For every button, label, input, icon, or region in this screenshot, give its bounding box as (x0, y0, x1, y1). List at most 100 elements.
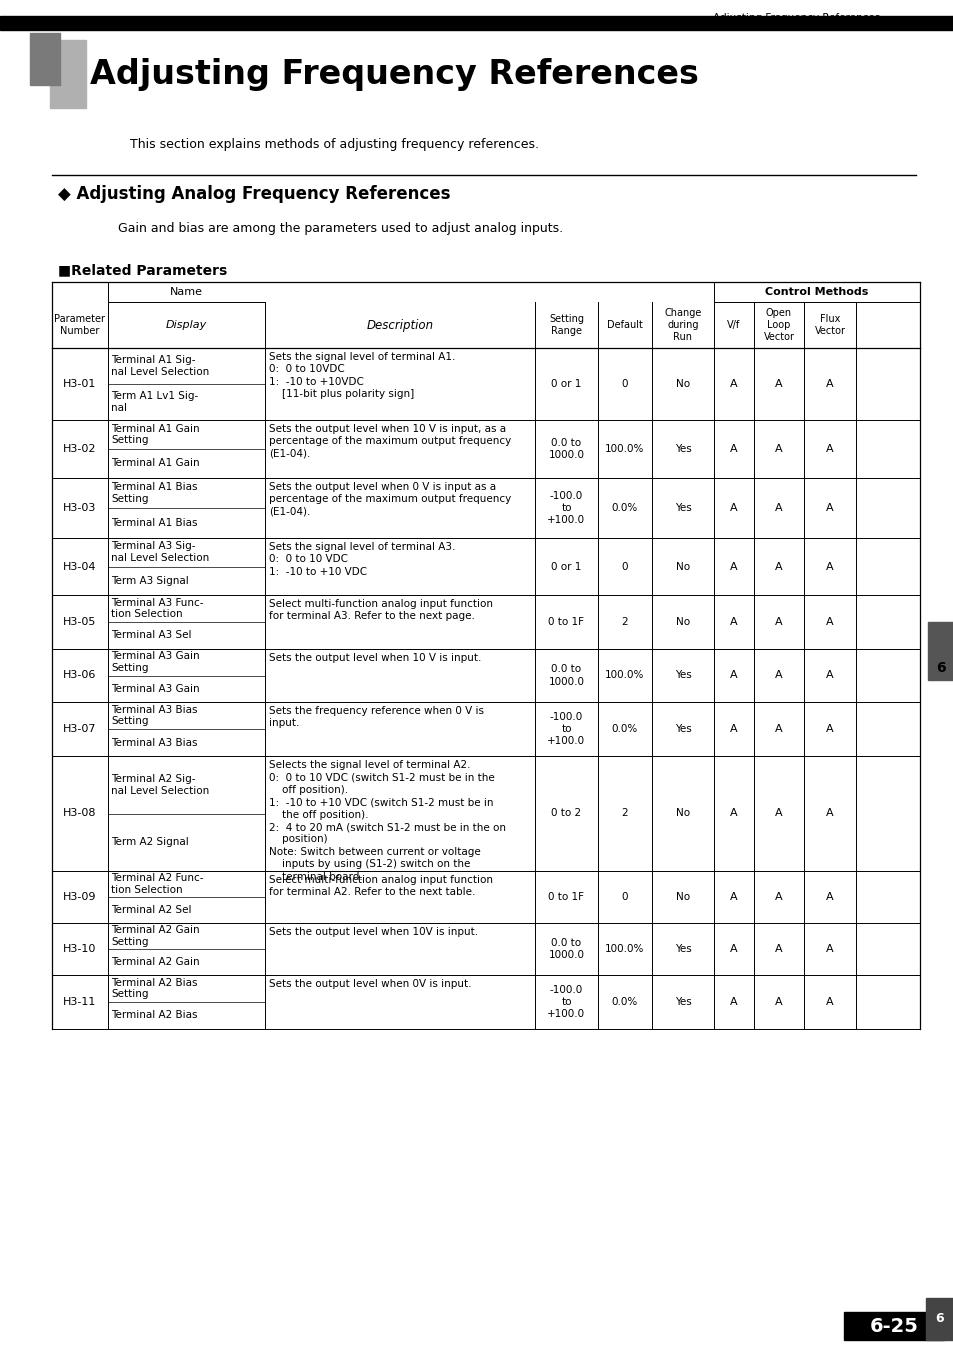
Text: A: A (729, 809, 737, 818)
Text: A: A (825, 617, 833, 626)
Text: A: A (825, 444, 833, 454)
Text: Setting
Range: Setting Range (548, 313, 583, 336)
Text: H3-07: H3-07 (63, 724, 96, 734)
Text: Sets the frequency reference when 0 V is
input.: Sets the frequency reference when 0 V is… (269, 706, 483, 729)
Text: A: A (825, 671, 833, 680)
Text: V/f: V/f (726, 320, 740, 329)
Text: 100.0%: 100.0% (604, 944, 644, 954)
Text: Adjusting Frequency References: Adjusting Frequency References (712, 14, 879, 23)
Text: ■Related Parameters: ■Related Parameters (58, 263, 227, 277)
Text: A: A (729, 892, 737, 902)
Text: Sets the output level when 10V is input.: Sets the output level when 10V is input. (269, 927, 477, 937)
Text: Yes: Yes (674, 444, 691, 454)
Text: No: No (676, 809, 689, 818)
Text: Display: Display (166, 320, 207, 329)
Text: A: A (775, 724, 782, 734)
Text: A: A (729, 444, 737, 454)
Text: Terminal A2 Bias: Terminal A2 Bias (111, 1011, 197, 1021)
Text: Terminal A2 Gain
Setting: Terminal A2 Gain Setting (111, 925, 199, 946)
Text: 6: 6 (935, 662, 944, 675)
Text: Terminal A2 Sel: Terminal A2 Sel (111, 904, 192, 915)
Text: Default: Default (606, 320, 642, 329)
Text: Parameter
Number: Parameter Number (54, 313, 106, 336)
Text: Yes: Yes (674, 724, 691, 734)
Text: H3-08: H3-08 (63, 809, 96, 818)
Text: A: A (825, 998, 833, 1007)
Text: Terminal A1 Bias
Setting: Terminal A1 Bias Setting (111, 482, 197, 504)
Text: 6-25: 6-25 (868, 1316, 918, 1335)
Text: H3-09: H3-09 (63, 892, 96, 902)
Text: Gain and bias are among the parameters used to adjust analog inputs.: Gain and bias are among the parameters u… (118, 221, 562, 235)
Text: A: A (775, 562, 782, 571)
Text: 0: 0 (621, 562, 628, 571)
Text: 0: 0 (621, 379, 628, 389)
Text: Name: Name (170, 288, 203, 297)
Text: A: A (775, 617, 782, 626)
Text: 2: 2 (621, 809, 628, 818)
Text: Adjusting Frequency References: Adjusting Frequency References (90, 58, 699, 90)
Text: Term A3 Signal: Term A3 Signal (111, 575, 189, 586)
Text: 6: 6 (935, 1312, 943, 1326)
Text: No: No (676, 617, 689, 626)
Text: 0 to 1F: 0 to 1F (548, 892, 584, 902)
Text: A: A (775, 504, 782, 513)
Text: ◆ Adjusting Analog Frequency References: ◆ Adjusting Analog Frequency References (58, 185, 450, 202)
Bar (843, 1312, 943, 1341)
Text: Terminal A3 Sig-
nal Level Selection: Terminal A3 Sig- nal Level Selection (111, 541, 209, 563)
Text: A: A (775, 998, 782, 1007)
Text: Sets the signal level of terminal A1.
0:  0 to 10VDC
1:  -10 to +10VDC
    [11-b: Sets the signal level of terminal A1. 0:… (269, 352, 455, 400)
Text: -100.0
to
+100.0: -100.0 to +100.0 (547, 711, 585, 747)
Text: Sets the output level when 10 V is input, as a
percentage of the maximum output : Sets the output level when 10 V is input… (269, 424, 511, 459)
Text: 0: 0 (621, 892, 628, 902)
Text: Term A2 Signal: Term A2 Signal (111, 837, 189, 848)
Text: A: A (825, 809, 833, 818)
Text: Terminal A1 Gain
Setting: Terminal A1 Gain Setting (111, 424, 199, 446)
Text: A: A (729, 617, 737, 626)
Text: Sets the output level when 0V is input.: Sets the output level when 0V is input. (269, 979, 471, 990)
Text: Selects the signal level of terminal A2.
0:  0 to 10 VDC (switch S1-2 must be in: Selects the signal level of terminal A2.… (269, 760, 505, 882)
Text: A: A (729, 724, 737, 734)
Text: 0.0%: 0.0% (611, 504, 638, 513)
Text: H3-06: H3-06 (63, 671, 96, 680)
Bar (925, 1297, 953, 1341)
Text: Terminal A1 Gain: Terminal A1 Gain (111, 459, 199, 468)
Text: 0.0 to
1000.0: 0.0 to 1000.0 (548, 938, 584, 960)
Text: A: A (729, 562, 737, 571)
Text: A: A (729, 944, 737, 954)
Text: 0.0 to
1000.0: 0.0 to 1000.0 (548, 664, 584, 687)
Text: 0.0 to
1000.0: 0.0 to 1000.0 (548, 437, 584, 460)
Text: A: A (775, 809, 782, 818)
Text: A: A (825, 379, 833, 389)
Text: 2: 2 (621, 617, 628, 626)
Text: A: A (729, 998, 737, 1007)
Text: -100.0
to
+100.0: -100.0 to +100.0 (547, 490, 585, 525)
Text: Terminal A3 Sel: Terminal A3 Sel (111, 630, 192, 640)
Text: -100.0
to
+100.0: -100.0 to +100.0 (547, 984, 585, 1019)
Text: A: A (775, 944, 782, 954)
Text: Terminal A1 Bias: Terminal A1 Bias (111, 518, 197, 528)
Text: Description: Description (366, 319, 433, 332)
Text: Terminal A2 Sig-
nal Level Selection: Terminal A2 Sig- nal Level Selection (111, 774, 209, 795)
Text: 100.0%: 100.0% (604, 671, 644, 680)
Text: Term A1 Lv1 Sig-
nal: Term A1 Lv1 Sig- nal (111, 392, 198, 413)
Bar (927, 622, 953, 680)
Text: Terminal A2 Bias
Setting: Terminal A2 Bias Setting (111, 977, 197, 999)
Text: H3-05: H3-05 (63, 617, 96, 626)
Text: H3-11: H3-11 (63, 998, 96, 1007)
Text: No: No (676, 562, 689, 571)
Text: Terminal A1 Sig-
nal Level Selection: Terminal A1 Sig- nal Level Selection (111, 355, 209, 377)
Text: H3-01: H3-01 (63, 379, 96, 389)
Text: A: A (729, 671, 737, 680)
Text: 0 or 1: 0 or 1 (551, 562, 581, 571)
Text: Open
Loop
Vector: Open Loop Vector (762, 308, 794, 343)
Text: Flux
Vector: Flux Vector (814, 313, 844, 336)
Text: H3-02: H3-02 (63, 444, 96, 454)
Bar (50, 40, 86, 108)
Text: A: A (825, 724, 833, 734)
Text: Sets the output level when 0 V is input as a
percentage of the maximum output fr: Sets the output level when 0 V is input … (269, 482, 511, 517)
Text: Terminal A3 Func-
tion Selection: Terminal A3 Func- tion Selection (111, 598, 203, 620)
Text: A: A (775, 379, 782, 389)
Bar (30, 32, 60, 85)
Text: Sets the output level when 10 V is input.: Sets the output level when 10 V is input… (269, 653, 481, 663)
Text: A: A (775, 892, 782, 902)
